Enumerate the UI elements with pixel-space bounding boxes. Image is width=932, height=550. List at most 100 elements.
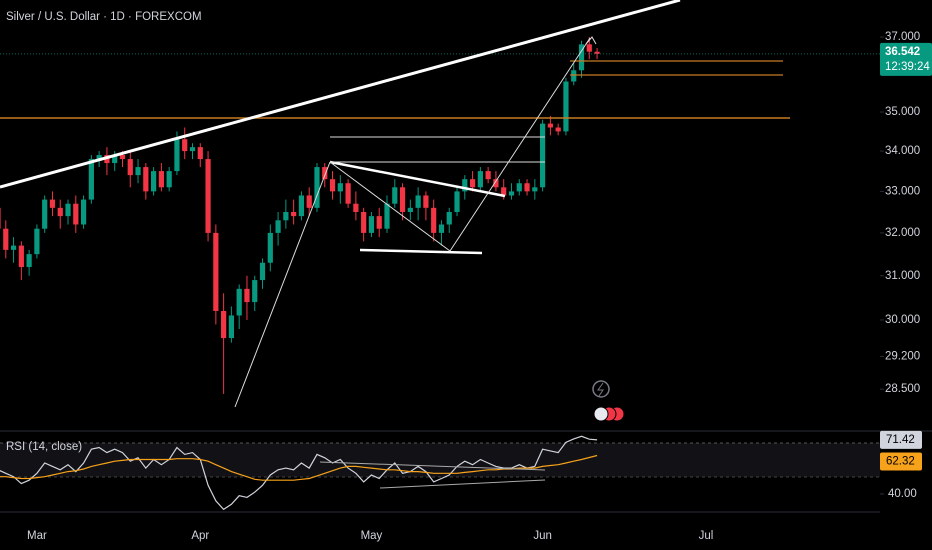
candle-body [376,216,382,229]
candle-body [306,195,312,208]
candle-body [119,155,126,160]
y-tick-label: 28.500 [885,383,920,395]
chart-title: Silver / U.S. Dollar · 1D · FOREXCOM [6,11,202,23]
candle-body [524,183,530,192]
trendline [329,160,506,198]
candle-body [197,147,203,160]
candle-body [594,51,600,54]
candle-body [174,139,180,172]
candle-body [3,228,9,250]
candle-body [151,171,157,192]
candle-body [540,123,546,188]
candle-body [49,199,56,208]
arrow [585,36,597,45]
grid [880,36,884,495]
candle-body [18,245,24,268]
last-value: 62.32 [886,456,915,468]
candle-body [322,167,328,180]
candle-body [399,187,406,212]
candle-body [501,187,507,196]
y-tick-label: 37.000 [885,31,920,43]
y-tick-label: 32.000 [885,227,920,239]
candle-body [205,159,211,233]
candle-body [423,195,429,208]
candle-body [158,171,164,188]
candle-body [462,179,468,192]
trendline [329,161,451,252]
x-tick-label: Mar [27,530,47,542]
candle-body [586,44,592,52]
candle-body [384,203,390,229]
x-tick-label: Apr [191,530,209,542]
candle-body [112,155,118,164]
y-tick-label: 35.000 [885,106,920,118]
candle-body [166,171,172,188]
candle-body [547,123,553,128]
candle-body [516,183,522,192]
countdown: 12:39:24 [885,61,930,73]
value-badge [880,430,922,449]
event-flag[interactable] [593,406,609,422]
trendline [449,37,591,252]
y-tick-label: 31.000 [885,270,920,282]
candle-body [34,228,40,255]
candle-body [252,280,258,303]
candle-body [578,44,585,71]
event-icon[interactable] [592,380,610,398]
overlay: 37.000 35.000 34.000 33.000 32.000 31.000 30.0… [27,31,932,542]
candle-body [0,207,1,229]
candle-body [563,81,569,132]
candle-body [415,195,421,208]
trendline [234,161,331,408]
candle-body [469,179,476,188]
price-badge [880,42,932,76]
y-tick-label: 40.00 [888,488,917,500]
candle-body [508,191,515,196]
candle-body [42,199,48,229]
y-tick-label: 30.000 [885,314,920,326]
candle-body [532,187,538,192]
last-price: 36.542 [885,46,920,58]
candle-body [26,254,32,268]
candle-body [182,139,188,152]
candle-body [96,155,102,160]
candle-body [135,167,141,176]
candle-body [143,167,149,192]
candle-body [275,220,281,233]
x-tick-label: May [361,530,383,542]
candle-body [189,147,196,152]
candle-body [65,203,71,217]
x-tick-label: Jul [699,530,714,542]
y-tick-label: 34.000 [885,145,920,157]
candle-body [127,159,133,176]
rsi-trendline [379,479,546,489]
candle-body [345,183,351,204]
candle-body [493,179,499,188]
candle-body [228,315,234,339]
candle-body [267,232,273,263]
candle-body [221,310,227,339]
rsi-line [0,454,598,481]
candle-body [392,187,398,204]
candle-body [454,191,460,212]
rsi-line [0,435,598,511]
trendline [359,248,483,255]
candle-body [80,199,87,225]
candle-body [298,195,305,217]
candle-body [438,224,445,233]
candle-body [259,262,266,281]
rsi-title: RSI (14, close) [6,441,82,453]
candle-body [57,207,63,217]
candle-body [10,245,17,250]
trendline [0,0,681,189]
candle-body [477,171,483,188]
drawings [0,0,790,489]
candle-body [283,211,289,221]
candle-body [368,216,375,233]
value-badge [880,452,922,471]
candle-body [314,167,320,208]
y-tick-label: 29.200 [885,350,920,362]
last-value: 71.42 [886,434,915,446]
candle-body [485,171,491,180]
